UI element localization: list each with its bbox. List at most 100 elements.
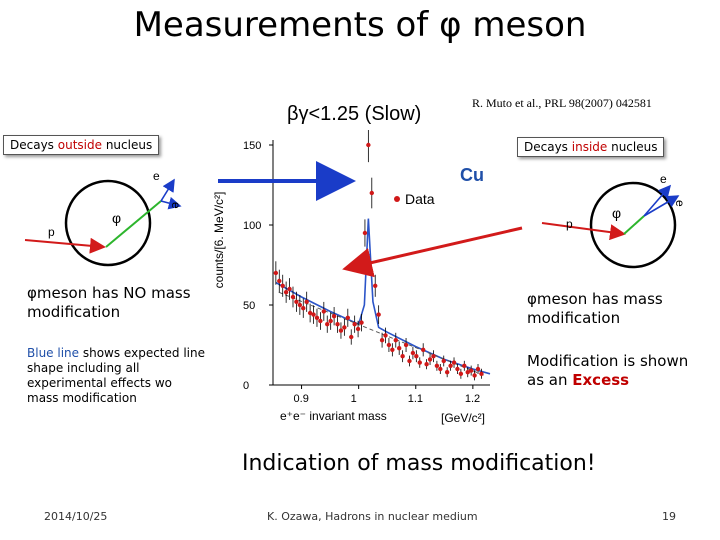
data-point: [328, 318, 333, 324]
data-point: [407, 358, 412, 364]
nucleus-circle: [64, 179, 152, 267]
data-point: [280, 283, 285, 288]
data-point: [475, 366, 481, 372]
x-axis-unit: [GeV/c²]: [441, 411, 485, 425]
data-point: [301, 306, 306, 311]
electron-label-top: e: [153, 169, 160, 183]
data-point: [479, 371, 484, 376]
data-point: [462, 363, 467, 368]
no-modification-note: φmeson has NO mass modification: [27, 284, 191, 321]
phi-track: [623, 215, 645, 235]
data-point: [277, 278, 282, 284]
data-point: [472, 373, 477, 378]
decays-outside-label: Decays outside nucleus: [3, 135, 160, 155]
data-point: [390, 347, 395, 352]
diagram-outside: e e φ p: [24, 169, 183, 267]
data-point: [386, 342, 392, 348]
data-point: [424, 362, 429, 367]
y-tick-label: 100: [243, 220, 261, 232]
data-point: [304, 299, 309, 304]
data-point: [383, 333, 388, 338]
data-point: [314, 315, 320, 320]
data-point: [294, 299, 299, 304]
slide-title: Measurements of φ meson: [133, 5, 587, 45]
data-point: [325, 322, 330, 327]
data-point: [376, 312, 381, 317]
data-point: [287, 286, 292, 292]
blue-line-note: Blue line shows expected line shape incl…: [27, 346, 205, 406]
data-point: [438, 366, 443, 372]
data-point: [307, 310, 313, 316]
slow-label: βγ<1.25 (Slow): [287, 103, 422, 125]
data-point: [345, 315, 351, 320]
data-point: [318, 318, 323, 324]
outside-word: outside: [57, 138, 102, 152]
legend-data-label: Data: [405, 191, 435, 207]
x-tick-label: 1.2: [465, 393, 480, 405]
page-number: 19: [662, 510, 676, 523]
data-point: [335, 322, 340, 327]
blue-line-word: Blue line: [27, 346, 80, 360]
data-point: [321, 309, 327, 314]
excess-note: Modification is shown as an Excess: [527, 352, 707, 390]
footer-author: K. Ozawa, Hadrons in nuclear medium: [267, 510, 478, 523]
data-point: [468, 368, 474, 373]
data-point: [359, 320, 364, 325]
decays-inside-label: Decays inside nucleus: [517, 137, 665, 157]
electron-track-1: [643, 184, 672, 217]
outside-prefix: Decays: [10, 138, 58, 152]
data-point: [352, 322, 357, 327]
proton-label: p: [566, 217, 573, 231]
phi-track: [105, 200, 162, 248]
electron-label-top: e: [660, 172, 667, 186]
data-point: [283, 290, 289, 295]
data-point: [342, 325, 347, 330]
data-point: [444, 370, 450, 375]
data-point: [397, 346, 402, 351]
data-point: [458, 371, 464, 376]
y-tick-label: 0: [243, 380, 249, 392]
y-tick-label: 150: [243, 140, 261, 152]
excess-word: Excess: [572, 371, 630, 389]
outside-suffix: nucleus: [102, 138, 153, 152]
proton-label: p: [48, 225, 55, 239]
y-tick-label: 50: [243, 300, 255, 312]
inside-prefix: Decays: [524, 140, 572, 154]
data-point: [311, 312, 316, 317]
data-point: [414, 354, 419, 359]
x-axis-label: e⁺e⁻ invariant mass: [280, 409, 387, 423]
data-point: [273, 270, 279, 276]
data-point: [373, 283, 378, 288]
legend-marker: [394, 196, 400, 202]
data-point: [362, 230, 368, 236]
background-line: [278, 291, 485, 376]
target-label: Cu: [460, 165, 484, 185]
data-point: [331, 314, 337, 319]
electron-label-bottom: e: [673, 200, 687, 207]
inside-word: inside: [571, 140, 608, 154]
data-point: [355, 326, 361, 332]
reference-citation: R. Muto et al., PRL 98(2007) 042581: [472, 96, 652, 110]
data-point: [448, 363, 453, 368]
arrow-to-excess: [342, 226, 523, 278]
y-axis-label: counts/[6. MeV/c²]: [212, 192, 226, 289]
blue-line-text: shows expected line shape including all …: [27, 346, 205, 405]
conclusion-text: Indication of mass modification!: [242, 451, 596, 476]
x-tick-label: 0.9: [294, 393, 309, 405]
data-point: [290, 294, 296, 300]
data-point: [441, 358, 446, 364]
data-point: [349, 334, 354, 340]
electron-label-bottom: e: [169, 202, 183, 209]
data-point: [451, 360, 457, 365]
footer-date: 2014/10/25: [44, 510, 108, 523]
diagram-inside: e e φ p: [541, 172, 687, 269]
data-point: [379, 338, 385, 343]
data-point: [297, 302, 303, 308]
data-point: [369, 190, 374, 196]
electron-track-2: [643, 195, 680, 217]
data-point: [403, 342, 409, 348]
proton-arrow: [24, 237, 106, 254]
data-point: [431, 354, 436, 359]
data-point: [338, 328, 344, 333]
